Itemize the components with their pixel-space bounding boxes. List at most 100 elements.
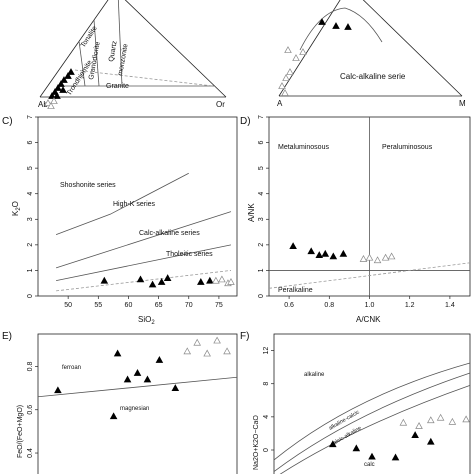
- panel-e-ytick-label: 0.4: [27, 448, 34, 458]
- panel-b-point: [292, 54, 300, 61]
- panel-f-point: [399, 418, 408, 426]
- panel-a-div-2: [93, 19, 100, 87]
- panel-e-plot-frame: [37, 333, 238, 474]
- panel-a-point: [54, 84, 62, 91]
- panel-f-point: [411, 431, 419, 438]
- panel-c-boundary-line: [55, 211, 232, 269]
- panel-c-ytick-label: 1: [27, 268, 34, 272]
- panel-c-ytick-label: 3: [27, 217, 34, 221]
- panel-c-boundary-line: [56, 270, 232, 292]
- panel-c-point: [148, 280, 157, 288]
- panel-a-point: [59, 86, 67, 93]
- panel-f-label: F): [240, 331, 249, 342]
- panel-f-ytick-label: 4: [263, 415, 270, 419]
- panel-d-xtick-label: 1.0: [365, 302, 375, 309]
- panel-f-boundary-line: [273, 362, 471, 461]
- panel-c-ylabel: K2O: [11, 201, 22, 216]
- panel-d-dashed-line: [268, 262, 471, 289]
- panel-a-point: [53, 92, 61, 99]
- panel-d: D) A/NK A/CNK 0 1 2 3 4 5 6 7 0.6 0.8 1.0 1.2 1.4 Me…: [240, 115, 471, 324]
- panel-d-label-peralk: Peralkaline: [278, 287, 313, 294]
- panel-b-point: [332, 22, 340, 29]
- panel-e-point: [155, 356, 164, 363]
- panel-d-point: [381, 253, 390, 261]
- panel-b-label-calc: Calc-alkaline serie: [340, 72, 406, 81]
- panel-f-point: [391, 453, 400, 461]
- panel-a-vertex-or: Or: [216, 100, 225, 109]
- panel-e-point: [123, 375, 132, 383]
- panel-e-point: [223, 347, 231, 355]
- panel-d-ytick-label: 2: [258, 243, 265, 247]
- panel-b-point: [278, 82, 286, 89]
- panel-d-xtick-label: 1.2: [405, 302, 415, 309]
- panel-c-label: C): [2, 116, 13, 127]
- panel-d-label-pera: Peraluminosous: [382, 144, 433, 151]
- panel-e-ytick-label: 0.6: [27, 405, 34, 415]
- panel-d-ytick-label: 4: [258, 192, 265, 196]
- panel-d-point: [321, 249, 330, 257]
- panel-b-point: [318, 18, 326, 25]
- panel-d-ticks: 0 1 2 3 4 5 6 7 0.6 0.8 1.0 1.2 1.4: [258, 115, 455, 309]
- panel-a: Ab Or Tonalite Trondhjemite Granodiorite…: [38, 0, 227, 109]
- panel-e-point: [193, 338, 201, 346]
- panel-d-point: [339, 249, 348, 257]
- panel-d-point: [387, 252, 396, 260]
- panel-e-label-magnesian: magnesian: [120, 406, 149, 412]
- panel-c-xtick-label: 60: [125, 302, 133, 309]
- panel-e: E) FeO/(FeO+MgO) 0.4 0.6 0.8 ferroan magne…: [2, 331, 238, 474]
- panel-c-xtick-label: 70: [185, 302, 193, 309]
- panel-a-point: [44, 99, 52, 106]
- panel-e-label-ferroan: ferroan: [62, 365, 81, 371]
- panel-c-point: [227, 278, 235, 285]
- panel-a-point: [47, 102, 55, 109]
- panel-e-point: [113, 349, 122, 357]
- panel-f-label-alkaline: alkaline: [304, 372, 325, 378]
- panel-c: C) K2O SiO2 0 1 2 3 4 5 6 7 50 55 60 65 70 75 Shoshon…: [2, 115, 238, 326]
- panel-c-plot-frame: [37, 116, 238, 297]
- panel-a-vertex-ab: Ab: [38, 100, 48, 109]
- panel-c-xlabel: SiO2: [138, 315, 155, 326]
- panel-c-ytick-label: 5: [27, 166, 34, 170]
- panel-a-trend-line: [74, 69, 214, 87]
- panel-e-boundary-line: [37, 376, 238, 398]
- panel-d-point: [359, 255, 368, 262]
- panel-c-boundaries: [55, 172, 232, 292]
- panel-e-point: [171, 384, 180, 392]
- panel-f-point: [427, 416, 435, 424]
- panel-a-left-edge: [39, 0, 109, 98]
- panel-f-point: [427, 437, 435, 445]
- panel-f-ytick-label: 8: [263, 382, 270, 386]
- panel-d-label: D): [240, 116, 251, 127]
- panel-b-point: [299, 48, 307, 55]
- panel-f-label-calc: calc: [364, 462, 375, 468]
- panel-f-ylabel: Na2O+K2O−CaO: [253, 415, 260, 470]
- panel-b-points: [278, 18, 352, 96]
- panel-f-boundary-line: [273, 372, 471, 472]
- panel-e-point: [183, 347, 192, 355]
- panel-c-label-shoshonite: Shoshonite series: [60, 182, 116, 189]
- panel-c-ytick-label: 6: [27, 141, 34, 145]
- panel-a-label-monzonite: monzonite: [117, 43, 130, 76]
- panel-f-point: [368, 452, 376, 460]
- panel-f-point: [415, 422, 423, 429]
- panel-d-ytick-label: 3: [258, 217, 265, 221]
- panel-d-point: [289, 242, 297, 250]
- panel-e-ytick-label: 0.8: [27, 361, 34, 371]
- panel-d-xtick-label: 0.6: [284, 302, 294, 309]
- panel-f-boundary-line: [279, 384, 471, 474]
- panel-c-point: [206, 276, 214, 284]
- panel-c-xtick-label: 65: [155, 302, 163, 309]
- panel-d-point: [373, 256, 382, 264]
- panel-e-point: [143, 375, 152, 383]
- panel-f-point: [329, 440, 337, 448]
- panel-f-point: [352, 444, 361, 452]
- panel-b-point: [284, 46, 292, 53]
- panel-f-boundaries: [273, 362, 471, 474]
- panel-d-ylabel: A/NK: [247, 203, 256, 222]
- panel-d-ytick-label: 7: [258, 115, 265, 119]
- panel-f-plot-frame: [273, 333, 471, 474]
- panel-f-ytick-label: 12: [263, 347, 270, 355]
- panel-d-reference-lines: [268, 117, 471, 296]
- panel-d-label-meta: Metaluminosous: [278, 144, 329, 151]
